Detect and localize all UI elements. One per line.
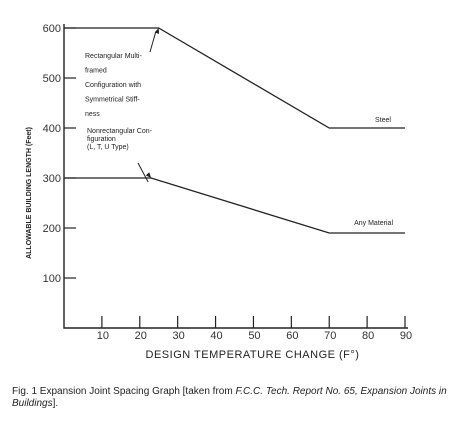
annotation-text: framed bbox=[85, 68, 107, 75]
caption-prefix: Fig. 1 Expansion Joint Spacing Graph [ta… bbox=[12, 386, 236, 397]
x-tick-label: 80 bbox=[362, 330, 374, 342]
x-tick-label: 60 bbox=[286, 330, 298, 342]
y-tick-label: 600 bbox=[43, 23, 61, 35]
annotation-text: Symmetrical Stiff- bbox=[85, 97, 140, 104]
caption-source: F.C.C. Tech. Report No. 65, Expansion Jo… bbox=[12, 386, 447, 409]
annotation-arrowhead bbox=[154, 28, 160, 34]
annotations-group: Rectangular Multi-framed Configuration wi… bbox=[85, 28, 160, 183]
x-axis-ticks: 10 20 30 40 50 60 70 80 90 bbox=[97, 316, 412, 342]
y-axis-title: ALLOWABLE BUILDING LENGTH (Feet) bbox=[26, 127, 33, 259]
series-line bbox=[64, 27, 405, 129]
series-group: Steel Any Material bbox=[64, 27, 405, 234]
series-label: Steel bbox=[375, 117, 391, 124]
series-line bbox=[64, 177, 405, 234]
figure-caption: Fig. 1 Expansion Joint Spacing Graph [ta… bbox=[12, 386, 452, 410]
x-tick-label: 30 bbox=[173, 330, 185, 342]
caption-suffix: ]. bbox=[52, 398, 59, 409]
annotation-callout: Nonrectangular Con-figuration(L, T, U Ty… bbox=[87, 128, 153, 183]
annotation-text: figuration bbox=[87, 136, 116, 143]
annotation-text: Configuration with bbox=[85, 82, 141, 89]
x-tick-label: 10 bbox=[97, 330, 109, 342]
chart-axes bbox=[63, 24, 408, 329]
annotation-arrow-line bbox=[149, 31, 157, 53]
x-tick-label: 40 bbox=[210, 330, 222, 342]
annotation-arrowhead bbox=[145, 172, 152, 178]
annotation-callout: Rectangular Multi-framed Configuration wi… bbox=[85, 28, 160, 118]
y-tick-label: 400 bbox=[43, 123, 61, 135]
y-tick-label: 100 bbox=[43, 273, 61, 285]
expansion-joint-chart: 100 200 300 400 500 600 10 20 30 40 50 60 70 80 90 St… bbox=[26, 23, 412, 361]
series-label: Any Material bbox=[354, 220, 393, 227]
x-tick-label: 70 bbox=[324, 330, 336, 342]
annotation-arrow-line bbox=[137, 162, 149, 183]
x-tick-label: 50 bbox=[248, 330, 260, 342]
y-axis-ticks: 100 200 300 400 500 600 bbox=[43, 23, 76, 285]
x-tick-label: 20 bbox=[135, 330, 147, 342]
x-axis-title: DESIGN TEMPERATURE CHANGE (F°) bbox=[146, 349, 360, 361]
y-tick-label: 500 bbox=[43, 73, 61, 85]
annotation-text: Nonrectangular Con- bbox=[87, 128, 153, 135]
y-tick-label: 300 bbox=[43, 173, 61, 185]
annotation-text: ness bbox=[85, 111, 100, 118]
annotation-text: Rectangular Multi- bbox=[85, 53, 142, 60]
y-tick-label: 200 bbox=[43, 223, 61, 235]
x-tick-label: 90 bbox=[400, 330, 412, 342]
annotation-text: (L, T, U Type) bbox=[87, 144, 129, 151]
